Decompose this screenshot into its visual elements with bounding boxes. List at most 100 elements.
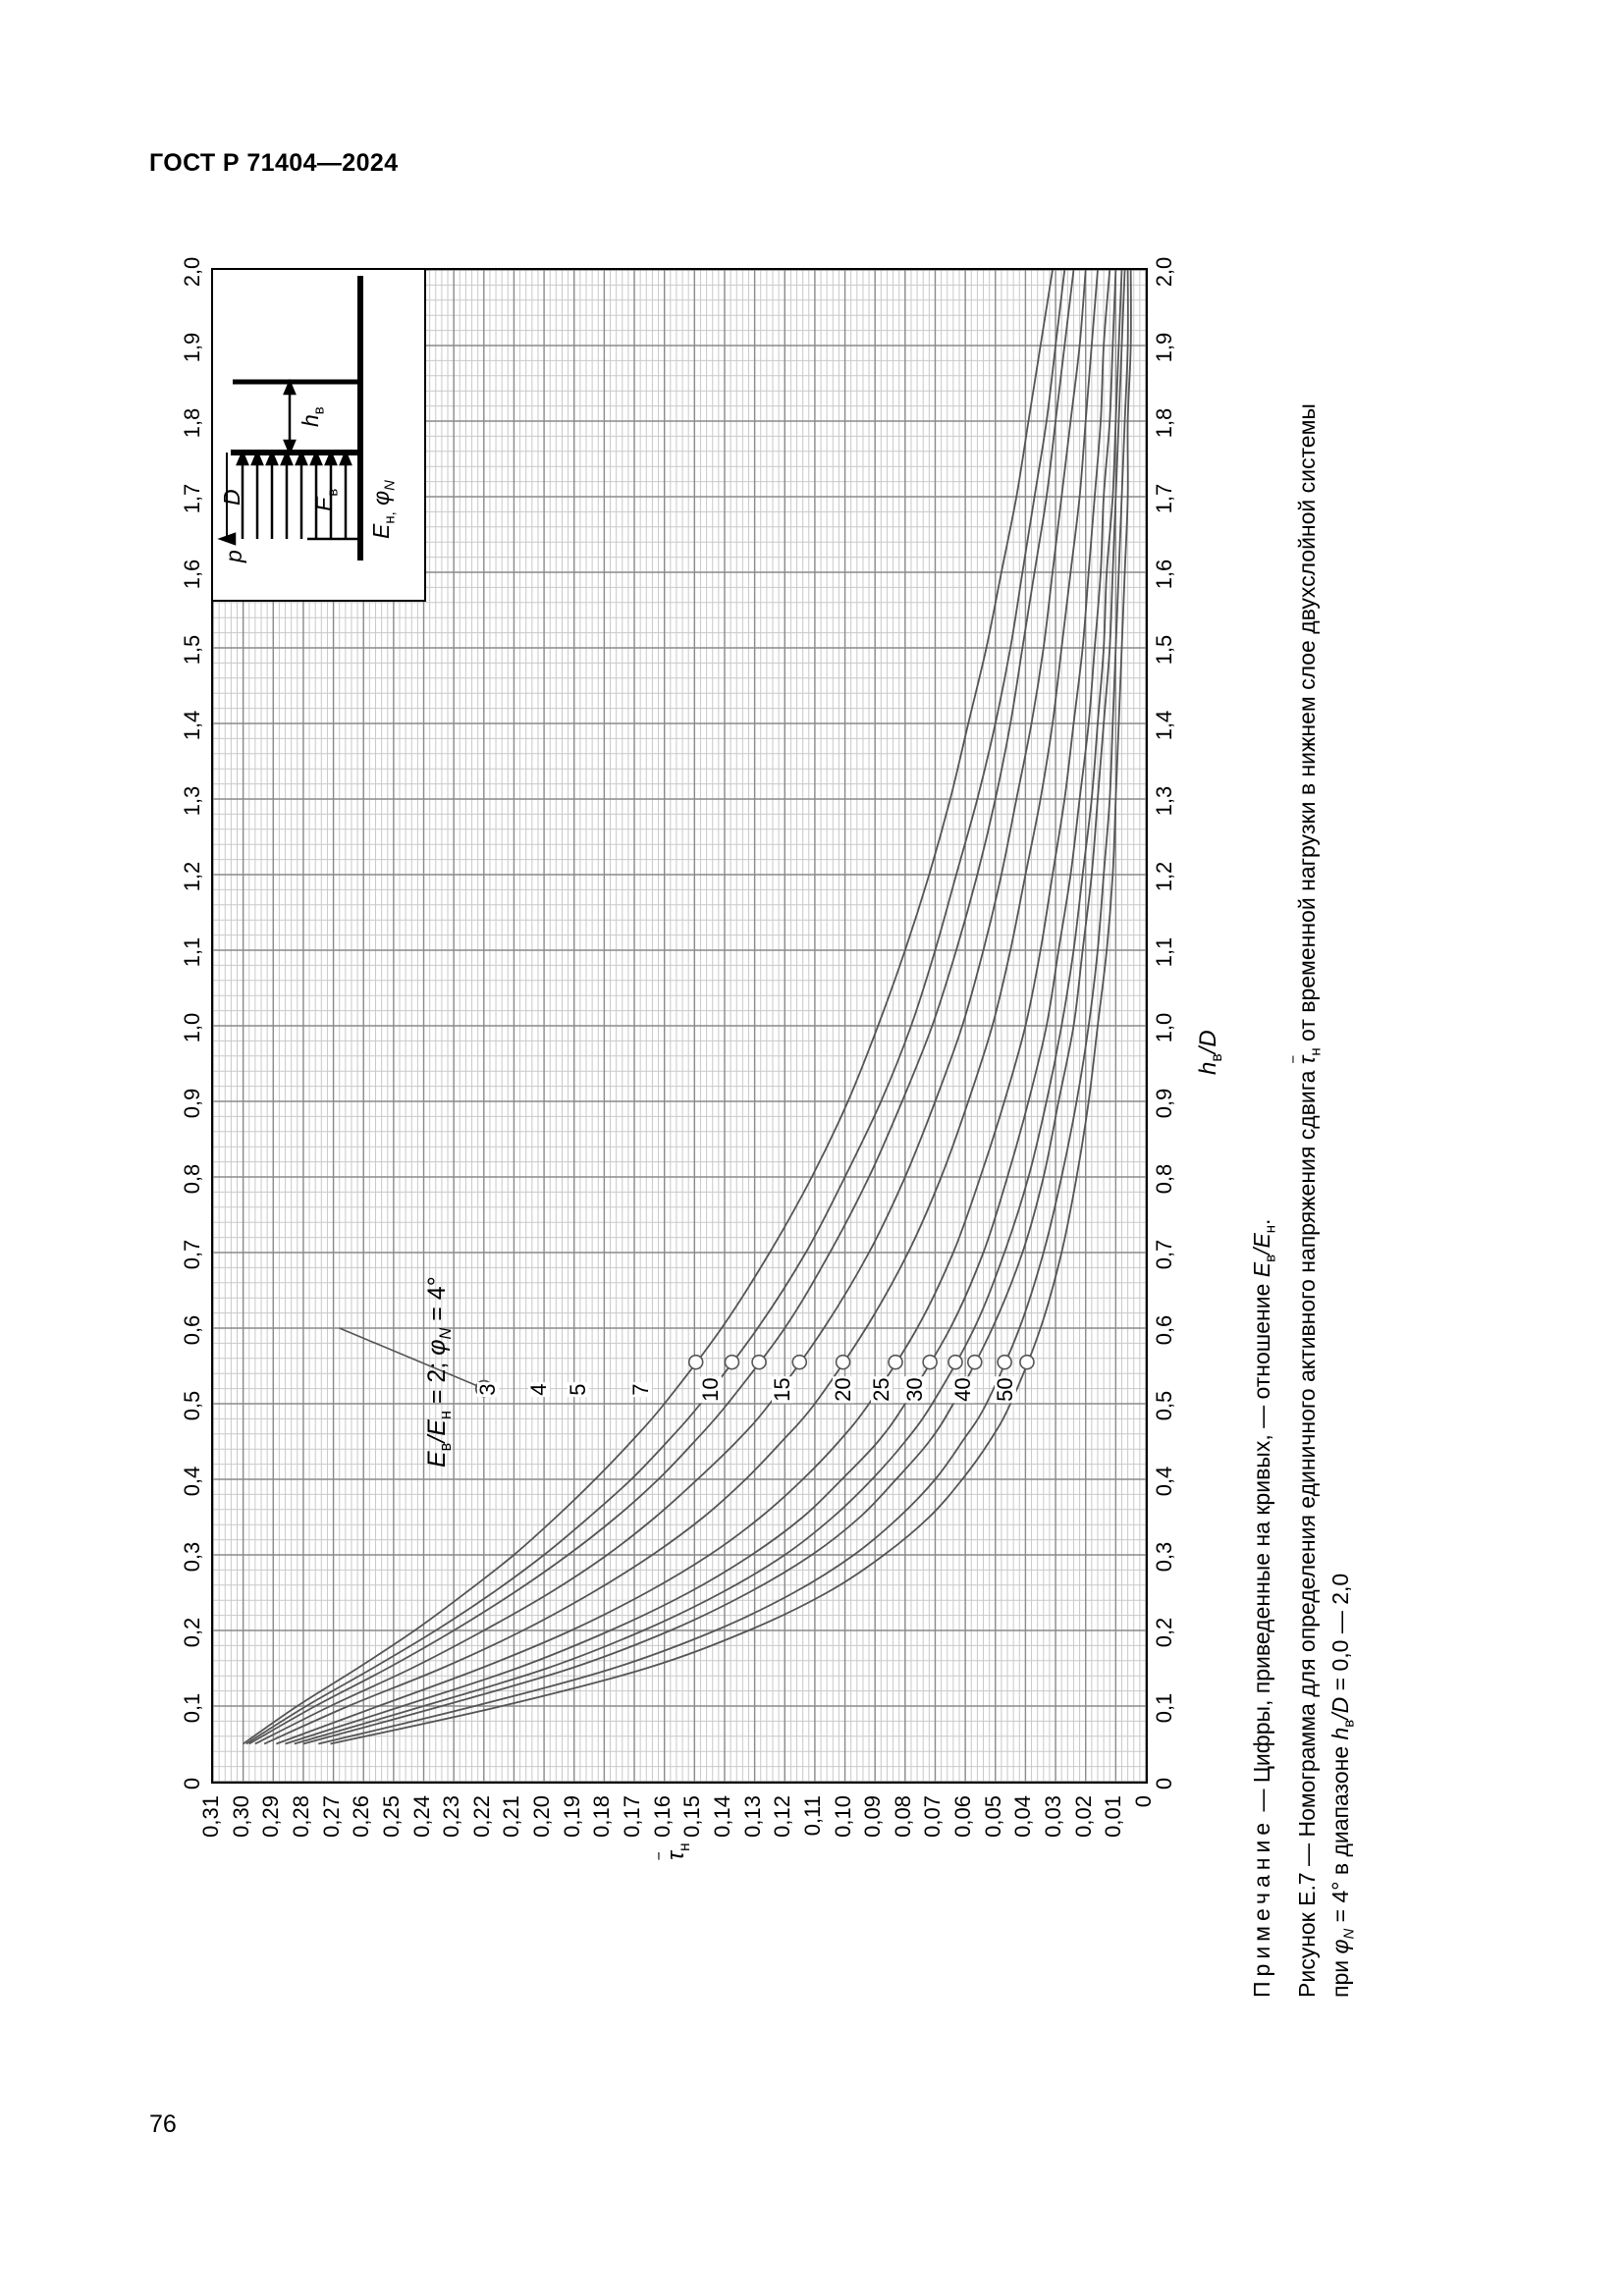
y-tick-label: 0,29 — [258, 1795, 284, 1838]
chart-plot-area — [211, 268, 1148, 1784]
caption-text-tail: от временной нагрузки в нижнем слое двух… — [1294, 403, 1320, 1041]
x-tick-label: 0,9 — [180, 1088, 204, 1119]
x-tick-label: 0,7 — [1152, 1239, 1176, 1270]
curve-label: 30 — [902, 1376, 928, 1403]
y-tick-label: 0,08 — [890, 1795, 915, 1838]
y-tick-label: 0,06 — [950, 1795, 976, 1838]
note-prefix: Примечание — [1249, 1817, 1274, 1998]
y-tick-label: 0,27 — [318, 1795, 344, 1838]
x-tick-label: 1,3 — [1152, 785, 1176, 817]
y-tick-label: 0,07 — [920, 1795, 946, 1838]
y-tick-label: 0,05 — [980, 1795, 1005, 1838]
caption-dash: — — [1294, 1842, 1320, 1866]
figure-note: Примечание — Цифры, приведенные на кривы… — [1249, 1218, 1279, 1998]
x-tick-label: 0,8 — [1152, 1163, 1176, 1195]
annot-phi-eq: = 4° — [423, 1276, 451, 1321]
note-symbol-ev-sub: в — [1262, 1254, 1279, 1262]
chart-annotation: Eв/Eн = 2; φN = 4° — [423, 1276, 455, 1468]
annot-phi: φ — [423, 1339, 451, 1356]
y-tick-label: 0,14 — [709, 1795, 734, 1838]
caption2-range: = 0,0 — 2,0 — [1327, 1573, 1353, 1691]
y-tick-label: 0,25 — [378, 1795, 404, 1838]
page-number: 76 — [149, 2110, 177, 2138]
x-tick-label: 1,5 — [180, 634, 204, 666]
x-tick-label: 0,5 — [1152, 1390, 1176, 1421]
figure-caption-line2: при φN = 4° в диапазоне hв/D = 0,0 — 2,0 — [1327, 1574, 1358, 1998]
inset-label-en-phi: Eн, φN — [368, 480, 399, 539]
inset-diagram: p D hв Eв Eн, φN — [211, 268, 426, 602]
x-tick-label: 0,5 — [180, 1390, 204, 1421]
x-tick-label: 0,8 — [180, 1163, 204, 1195]
inset-label-ev: Eв — [311, 488, 342, 511]
y-tick-label: 0,04 — [1010, 1795, 1036, 1838]
inset-label-h: hв — [298, 406, 328, 427]
y-tick-label: 0 — [1131, 1795, 1156, 1808]
caption2-pre: при — [1327, 1959, 1353, 1998]
curve-label: 3 — [474, 1382, 500, 1397]
x-tick-label: 0,2 — [1152, 1617, 1176, 1648]
y-tick-label: 0,09 — [860, 1795, 886, 1838]
curve-label: 50 — [993, 1376, 1018, 1403]
curve-label: 5 — [565, 1382, 590, 1397]
caption2-h-sub: в — [1340, 1719, 1358, 1728]
x-tick-label: 1,0 — [1152, 1012, 1176, 1043]
annot-e2: /E — [423, 1419, 451, 1443]
note-symbol-en: E — [1249, 1233, 1274, 1249]
y-tick-label: 0,23 — [439, 1795, 464, 1838]
x-tick-label: 1,5 — [1152, 634, 1176, 666]
x-tick-label: 1,0 — [180, 1012, 204, 1043]
note-dash: — — [1249, 1789, 1274, 1812]
inset-schematic — [217, 276, 363, 561]
y-tick-label: 0,02 — [1070, 1795, 1096, 1838]
y-tick-label: 0,18 — [589, 1795, 615, 1838]
x-tick-label: 0,2 — [180, 1617, 204, 1648]
y-tick-label: 0,20 — [529, 1795, 555, 1838]
x-tick-label: 0,3 — [1152, 1541, 1176, 1573]
figure-caption-line1: Рисунок Е.7 — Номограмма для определения… — [1290, 403, 1325, 1998]
y-tick-label: 0,28 — [288, 1795, 313, 1838]
y-tick-label: 0,10 — [830, 1795, 855, 1838]
x-tick-label: 0,3 — [180, 1541, 204, 1573]
x-tick-label: 1,4 — [1152, 710, 1176, 741]
annot-e: E — [423, 1451, 451, 1468]
curve-label: 15 — [770, 1376, 795, 1403]
note-tail: . — [1249, 1218, 1274, 1225]
caption2-eq: = 4° в диапазоне — [1327, 1745, 1353, 1923]
y-tick-label: 0,21 — [499, 1795, 524, 1838]
curve-label: 7 — [628, 1382, 654, 1397]
caption2-phi: φ — [1327, 1939, 1353, 1954]
y-tick-label: 0,01 — [1101, 1795, 1126, 1838]
caption-tau-sub: н — [1307, 1047, 1325, 1056]
x-tick-label: 0,4 — [1152, 1466, 1176, 1497]
y-tick-label: 0,26 — [349, 1795, 374, 1838]
x-tick-label: 0,1 — [1152, 1692, 1176, 1724]
curve-label: 40 — [950, 1376, 976, 1403]
y-tick-label: 0,15 — [679, 1795, 705, 1838]
x-tick-label: 1,6 — [1152, 559, 1176, 590]
x-tick-label: 0,9 — [1152, 1088, 1176, 1119]
x-axis-title: hв/D — [1195, 1030, 1225, 1075]
x-tick-label: 1,2 — [1152, 861, 1176, 892]
x-tick-label: 1,8 — [180, 407, 204, 439]
curve-label: 4 — [526, 1382, 552, 1397]
x-tick-label: 1,6 — [180, 559, 204, 590]
caption-label: Рисунок Е.7 — [1294, 1872, 1320, 1998]
y-tick-label: 0,31 — [198, 1795, 223, 1838]
caption2-slash-d: /D — [1327, 1696, 1353, 1720]
annot-eq: = 2; — [423, 1362, 451, 1405]
y-tick-label: 0,12 — [770, 1795, 795, 1838]
x-tick-label: 1,1 — [180, 936, 204, 968]
y-tick-label: 0,16 — [649, 1795, 675, 1838]
x-tick-label: 1,4 — [180, 710, 204, 741]
y-tick-label: 0,19 — [559, 1795, 584, 1838]
y-tick-label: 0,22 — [468, 1795, 494, 1838]
curve-label: 25 — [869, 1376, 894, 1403]
x-tick-label: 1,9 — [180, 332, 204, 363]
nomogram-figure: p D hв Eв Eн, φN Eв/Eн = 2; φN = 4° hв/D… — [172, 211, 1242, 1899]
y-tick-label: 0,17 — [620, 1795, 645, 1838]
y-tick-label: 0,13 — [739, 1795, 765, 1838]
caption-text: Номограмма для определения единичного ак… — [1294, 1070, 1320, 1838]
caption2-phi-sub: N — [1340, 1928, 1358, 1940]
x-tick-label: 1,2 — [180, 861, 204, 892]
x-tick-label: 0,1 — [180, 1692, 204, 1724]
